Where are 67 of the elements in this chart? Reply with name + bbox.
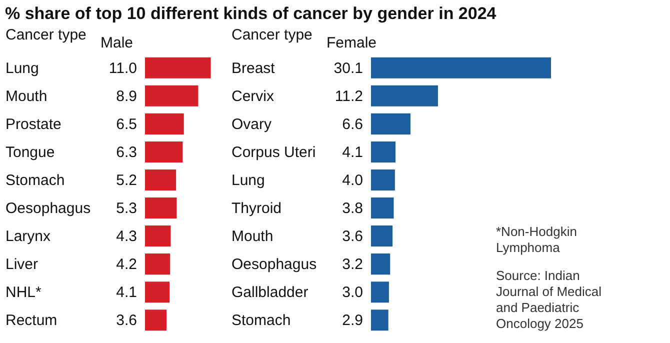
y-tick-label: Thyroid [232, 200, 282, 218]
bar [371, 85, 438, 106]
bar [145, 282, 170, 303]
x-axis-title: Female [326, 34, 377, 52]
bar [145, 113, 184, 134]
bar [145, 141, 183, 162]
y-tick-label: Tongue [6, 144, 55, 161]
y-tick-label: Mouth [6, 88, 48, 105]
data-label: 3.6 [116, 312, 137, 330]
y-tick-label: Ovary [232, 116, 272, 133]
y-tick-label: Stomach [6, 172, 65, 189]
y-tick-label: Cervix [232, 88, 274, 105]
data-label: 30.1 [334, 60, 363, 77]
y-tick-label: NHL* [6, 284, 42, 302]
data-label: 4.1 [342, 144, 363, 161]
data-label: 4.2 [116, 256, 137, 274]
bar [371, 310, 388, 331]
bar [371, 198, 394, 219]
data-label: 5.3 [116, 200, 137, 218]
text: % share of top 10 different kinds of cancer by gender in 2024 [5, 4, 497, 23]
bar [371, 113, 410, 134]
y-tick-label: Corpus Uteri [232, 144, 316, 161]
y-tick-label: Gallbladder [232, 284, 308, 302]
y-tick-label: Oesophagus [6, 200, 91, 218]
bar [145, 57, 211, 78]
bar [371, 57, 551, 78]
y-tick-label: Larynx [6, 228, 52, 246]
y-tick-label: Breast [232, 60, 276, 77]
y-tick-label: Stomach [232, 312, 291, 330]
y-tick-label: Rectum [6, 312, 58, 330]
bar [371, 169, 395, 190]
y-axis-title: Cancer type [6, 26, 86, 44]
y-tick-label: Prostate [6, 116, 62, 133]
data-label: 6.5 [116, 116, 137, 133]
data-label: 4.1 [116, 284, 137, 302]
data-label: 2.9 [342, 312, 363, 330]
bar [145, 226, 171, 247]
y-tick-label: Liver [6, 256, 38, 274]
bar [371, 226, 393, 247]
data-label: 6.6 [342, 116, 363, 133]
bar [145, 310, 167, 331]
y-tick-label: Lung [232, 172, 265, 189]
y-tick-label: Oesophagus [232, 256, 317, 274]
data-label: 11.2 [334, 88, 363, 105]
bar [145, 254, 170, 275]
y-tick-label: Lung [6, 60, 39, 77]
bar [371, 141, 396, 162]
data-label: 3.6 [342, 228, 363, 246]
y-axis-title: Cancer type [232, 26, 312, 44]
annotation: Source: Indian Journal of Medical and Paediatric Oncology 2025 [496, 268, 602, 331]
y-tick-label: Mouth [232, 228, 274, 246]
bar [371, 254, 390, 275]
bar [145, 85, 198, 106]
data-label: 5.2 [116, 172, 137, 189]
data-label: 3.0 [342, 284, 363, 302]
data-label: 11.0 [108, 60, 137, 77]
data-label: 3.8 [342, 200, 363, 218]
data-label: 6.3 [116, 144, 137, 161]
data-label: 8.9 [116, 88, 137, 105]
bar [371, 282, 389, 303]
bar [145, 198, 177, 219]
data-label: 4.3 [116, 228, 137, 246]
x-axis-title: Male [100, 34, 134, 52]
annotation: *Non-Hodgkin Lymphoma [496, 224, 577, 255]
data-label: 3.2 [342, 256, 363, 274]
bar [145, 169, 176, 190]
data-label: 4.0 [342, 172, 363, 189]
